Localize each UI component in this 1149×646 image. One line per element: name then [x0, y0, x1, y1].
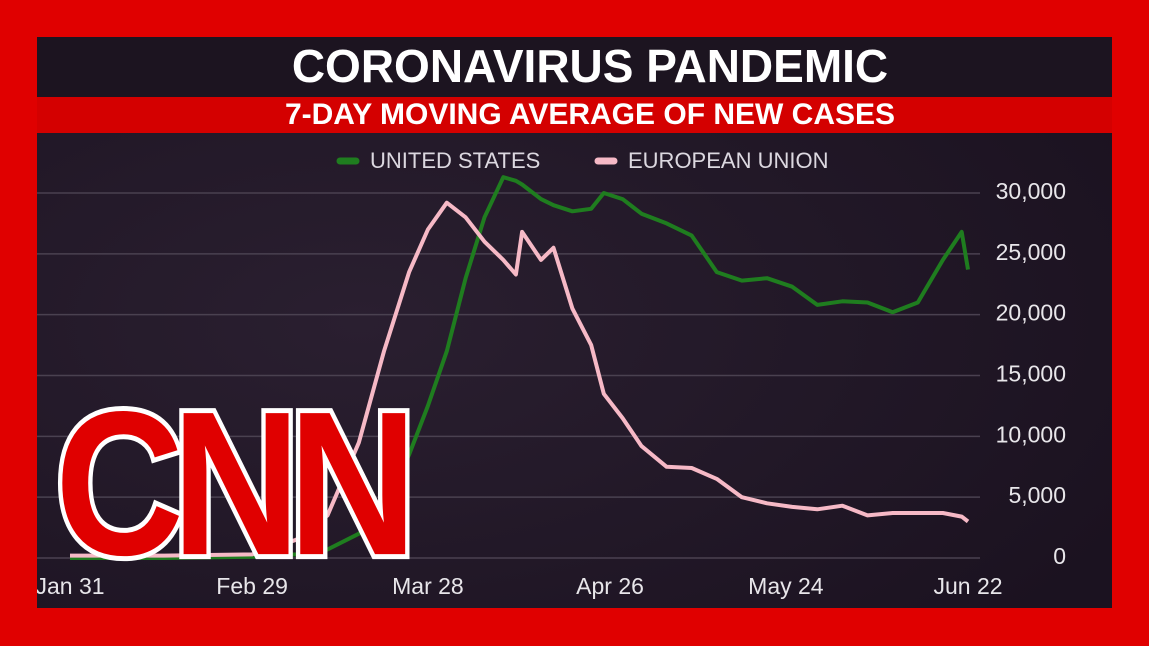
y-tick-label: 10,000	[996, 421, 1066, 447]
legend-label: EUROPEAN UNION	[628, 148, 828, 173]
y-tick-label: 15,000	[996, 361, 1066, 387]
plot: 0 5,000 10,000 15,000 20,000 25,000 30,000 Jan …	[35, 175, 1066, 599]
y-tick-label: 20,000	[996, 300, 1066, 326]
title-band	[37, 37, 1112, 97]
y-tick-label: 5,000	[1008, 482, 1066, 508]
series-line	[70, 200, 970, 558]
x-tick-label: Jan 31	[35, 573, 104, 599]
y-tick-label: 0	[1053, 543, 1066, 569]
x-tick-label: Feb 29	[216, 573, 288, 599]
y-tick-label: 25,000	[996, 239, 1066, 265]
x-tick-label: Mar 28	[392, 573, 464, 599]
x-tick-label: Jun 22	[933, 573, 1002, 599]
legend-label: UNITED STATES	[370, 148, 540, 173]
y-tick-label: 30,000	[996, 178, 1066, 204]
x-tick-label: Apr 26	[576, 573, 644, 599]
chart-subtitle: 7-DAY MOVING AVERAGE OF NEW CASES	[285, 98, 895, 131]
logo: CNN	[55, 369, 406, 598]
chart-title: CORONAVIRUS PANDEMIC	[292, 40, 888, 92]
subtitle-band	[37, 97, 1112, 133]
x-tick-label: May 24	[748, 573, 824, 599]
series-line	[70, 175, 970, 560]
